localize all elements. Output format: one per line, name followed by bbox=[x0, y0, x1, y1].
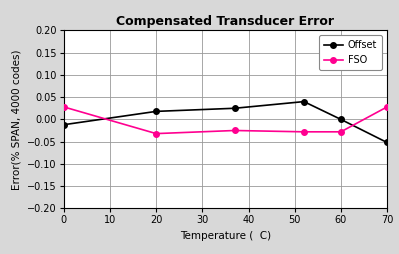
Legend: Offset, FSO: Offset, FSO bbox=[319, 35, 382, 70]
FSO bbox=[302, 130, 306, 133]
FSO bbox=[385, 105, 389, 108]
Line: FSO: FSO bbox=[61, 104, 390, 136]
Y-axis label: Error(% SPAN, 4000 codes): Error(% SPAN, 4000 codes) bbox=[12, 49, 22, 190]
FSO bbox=[154, 132, 158, 135]
Offset bbox=[61, 123, 66, 126]
FSO bbox=[61, 105, 66, 108]
Line: Offset: Offset bbox=[61, 99, 390, 145]
Offset bbox=[302, 100, 306, 103]
Offset bbox=[385, 141, 389, 144]
FSO bbox=[232, 129, 237, 132]
FSO bbox=[338, 130, 343, 133]
Offset bbox=[232, 107, 237, 110]
X-axis label: Temperature (  C): Temperature ( C) bbox=[180, 231, 271, 241]
Title: Compensated Transducer Error: Compensated Transducer Error bbox=[117, 15, 334, 28]
Offset bbox=[338, 118, 343, 121]
Offset bbox=[154, 110, 158, 113]
